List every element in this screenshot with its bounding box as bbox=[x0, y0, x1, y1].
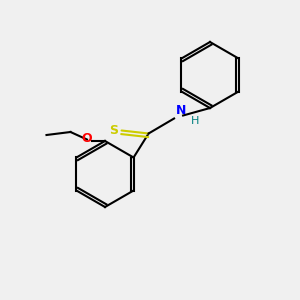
Text: O: O bbox=[81, 131, 92, 145]
Text: H: H bbox=[190, 116, 199, 127]
Text: N: N bbox=[176, 104, 186, 117]
Text: S: S bbox=[110, 124, 118, 137]
